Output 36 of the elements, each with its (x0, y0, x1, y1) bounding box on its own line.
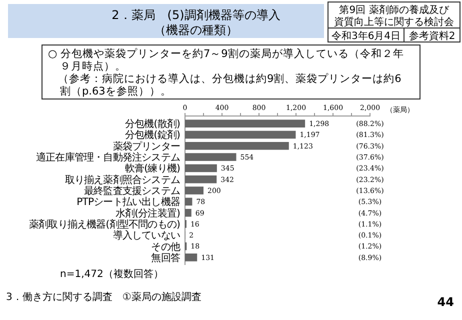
text: 資質向上等に関する検討会 (334, 16, 454, 28)
y-tick-label: 水剤(分注装置) (115, 207, 180, 220)
y-tick-label: PTPシート払い出し機器 (76, 196, 180, 208)
text: 3．働き方に関する調査 ①薬局の施設調査 (6, 291, 202, 303)
y-tick-label: 導入していない (112, 230, 180, 242)
text: （参考：病院における導入は、分包機は約9割、薬袋プリンターは約6 (58, 72, 402, 85)
text: 44 (437, 295, 454, 309)
y-tick-label: 取り揃え薬剤照合システム (64, 174, 180, 186)
text: 第9回 薬剤師の養成及び (339, 4, 450, 16)
y-tick-label: 最終監査支援システム (84, 185, 180, 197)
y-tick-label: 薬剤取り揃え機器(剤型不問のもの) (28, 218, 180, 230)
bar (185, 208, 192, 217)
text: ○ 分包機や薬袋プリンターを約7～9割の薬局が導入している（令和２年 (48, 47, 404, 60)
bar (185, 120, 306, 128)
text: 割（p.63を参照））。 (60, 84, 172, 98)
bar (185, 130, 296, 139)
text: 参考資料2 (408, 30, 456, 42)
bar (185, 254, 198, 262)
y-tick-label: その他 (151, 240, 180, 253)
y-tick-label: 適正在庫管理・自動発注システム (36, 152, 180, 164)
y-tick-label: 軟膏(練り機) (124, 162, 180, 175)
y-tick-label: 無回答 (151, 252, 180, 264)
chart-subtitle: （機器の種類） (154, 23, 238, 37)
y-tick-label: 分包機(錠剤) (124, 129, 180, 142)
bar (185, 175, 217, 184)
bar (185, 198, 192, 206)
bar (185, 186, 204, 194)
y-tick-label: 分包機(散剤) (124, 118, 180, 130)
chart-title: 2．薬局 (5)調剤機器等の導入 (112, 8, 280, 22)
text: ９月時点）。 (60, 60, 126, 72)
text: 令和3年6月4日 (331, 30, 401, 42)
bar (185, 142, 289, 150)
y-tick-label: 薬袋プリンター (112, 140, 180, 152)
bar (185, 164, 217, 172)
bar (185, 153, 236, 161)
text: n=1,472（複数回答） (60, 268, 164, 280)
